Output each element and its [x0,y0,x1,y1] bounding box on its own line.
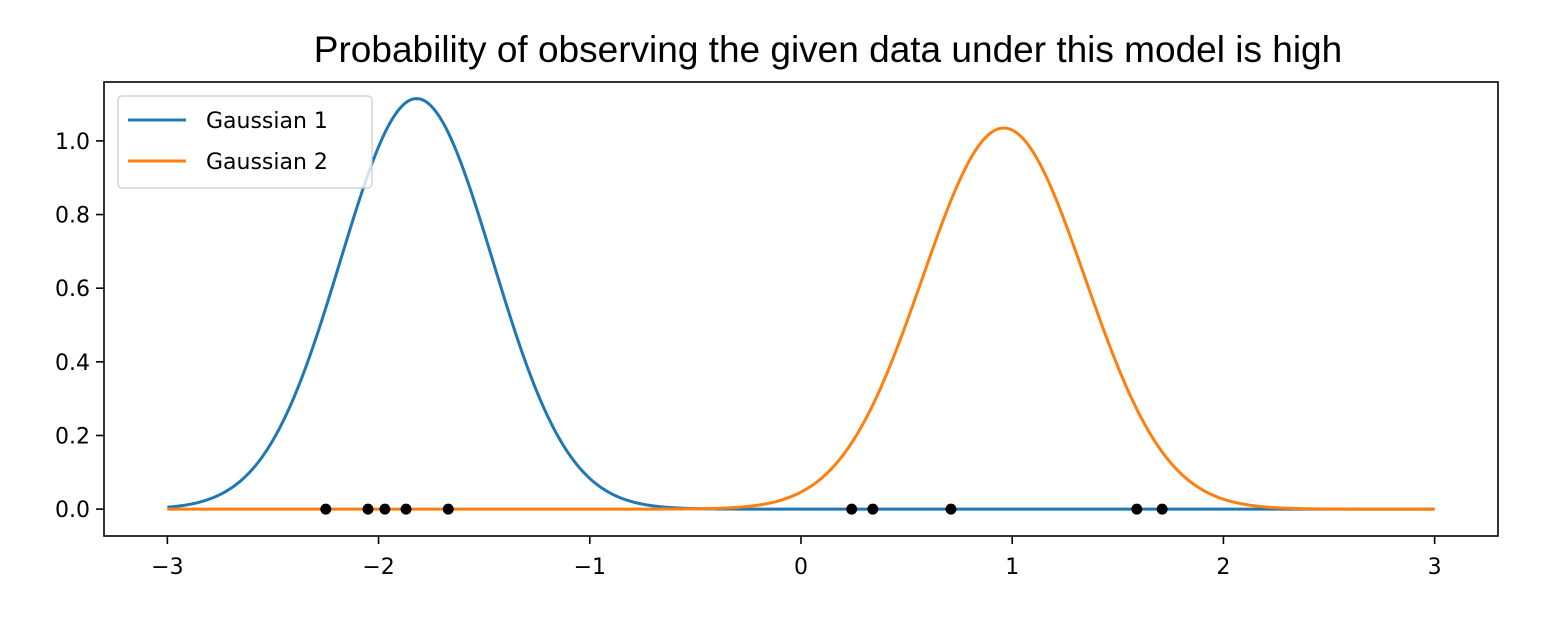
axes-frame [103,81,1499,537]
x-tick-label: 0 [794,555,808,580]
data-point [442,503,454,515]
x-axis: −3 −2 −1 0 1 2 3 [151,536,1442,580]
plot-area [167,97,1435,515]
data-point [1156,503,1168,515]
y-tick-label: 0.6 [55,277,90,302]
y-tick-label: 0.8 [55,204,90,229]
data-point [1131,503,1143,515]
legend-label-gaussian-1: Gaussian 1 [206,109,328,134]
legend: Gaussian 1 Gaussian 2 [117,95,373,189]
y-tick-label: 0.2 [55,424,90,449]
legend-label-gaussian-2: Gaussian 2 [206,150,328,175]
y-tick-label: 0.0 [55,498,90,523]
chart-title: Probability of observing the given data … [314,29,1342,70]
x-tick-label: −2 [362,555,394,580]
data-point [362,503,374,515]
x-tick-label: 2 [1216,555,1230,580]
data-point [867,503,879,515]
data-point [379,503,391,515]
x-tick-label: −1 [574,555,606,580]
x-tick-label: −3 [151,555,183,580]
data-point [320,503,332,515]
series-line-gaussian-1 [167,97,1435,511]
y-axis: 0.0 0.2 0.4 0.6 0.8 1.0 [55,130,104,523]
data-point [400,503,412,515]
y-tick-label: 0.4 [55,351,90,376]
x-tick-label: 3 [1428,555,1442,580]
y-tick-label: 1.0 [55,130,90,155]
data-point [846,503,858,515]
x-tick-label: 1 [1005,555,1019,580]
series-line-gaussian-2 [167,126,1435,511]
data-point [945,503,957,515]
